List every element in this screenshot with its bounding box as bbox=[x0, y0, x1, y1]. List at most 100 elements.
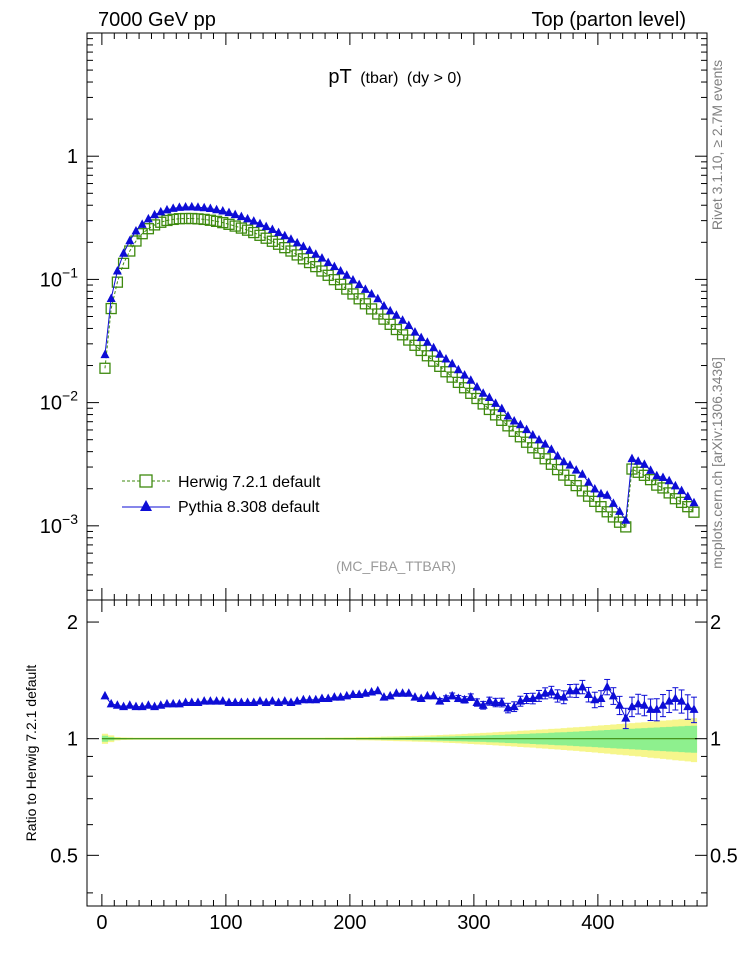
herwig-point bbox=[626, 463, 638, 475]
ratio-point bbox=[298, 694, 308, 704]
x-tick-label: 0 bbox=[96, 912, 107, 934]
herwig-point bbox=[260, 232, 272, 244]
ratio-point bbox=[181, 697, 191, 706]
herwig-point bbox=[303, 256, 316, 269]
herwig-point bbox=[235, 222, 248, 234]
ratio-point bbox=[584, 689, 594, 699]
ratio-point bbox=[565, 685, 575, 695]
ratio-point bbox=[187, 697, 197, 706]
herwig-point bbox=[198, 213, 210, 226]
main-axis-ticks bbox=[87, 32, 707, 600]
ratio-point bbox=[608, 690, 618, 700]
main-y-tick-label: 10−3 bbox=[40, 511, 78, 538]
ratio-point bbox=[348, 689, 358, 699]
pythia-point bbox=[305, 245, 315, 254]
rivet-label: Rivet 3.1.10, ≥ 2.7M events bbox=[709, 60, 725, 230]
ratio-y-tick-label-right: 0.5 bbox=[710, 845, 738, 867]
pythia-point bbox=[236, 211, 246, 221]
pythia-point bbox=[112, 266, 122, 275]
main-series-layer bbox=[99, 201, 700, 533]
pythia-point bbox=[453, 364, 463, 374]
pythia-point bbox=[218, 206, 228, 215]
main-title-var: pT bbox=[328, 66, 351, 88]
pythia-point bbox=[230, 209, 240, 219]
ratio-point bbox=[453, 693, 463, 702]
herwig-point bbox=[248, 226, 260, 239]
header-right: Top (parton level) bbox=[531, 9, 686, 31]
ratio-point bbox=[615, 700, 625, 709]
herwig-point bbox=[669, 493, 682, 505]
mcplots-label: mcplots.cern.ch [arXiv:1306.3436] bbox=[709, 357, 725, 569]
pythia-point bbox=[633, 456, 643, 465]
pythia-point bbox=[106, 293, 116, 302]
main-y-tick-exponent: −2 bbox=[62, 388, 78, 404]
pythia-point bbox=[627, 453, 637, 463]
ratio-point bbox=[236, 697, 246, 706]
ratio-point bbox=[546, 686, 556, 696]
x-tick-label: 200 bbox=[333, 912, 366, 934]
pythia-point bbox=[336, 266, 346, 275]
ratio-y-axis-label: Ratio to Herwig 7.2.1 default bbox=[23, 665, 39, 842]
ratio-point bbox=[670, 693, 680, 702]
ratio-point bbox=[391, 688, 401, 697]
pythia-point bbox=[546, 444, 556, 453]
ratio-y-tick-labels: 0.5 0.5 1 1 2 2 bbox=[50, 612, 738, 867]
herwig-point bbox=[173, 213, 186, 225]
herwig-point bbox=[204, 214, 217, 226]
ratio-point bbox=[280, 696, 290, 705]
main-y-tick-label: 1 bbox=[67, 146, 78, 168]
herwig-point bbox=[186, 212, 198, 225]
ratio-point bbox=[305, 694, 315, 704]
pythia-point bbox=[193, 202, 203, 211]
pythia-point bbox=[559, 456, 569, 466]
pythia-point bbox=[261, 221, 271, 231]
ratio-point bbox=[106, 698, 116, 708]
pythia-point bbox=[466, 375, 476, 384]
pythia-point bbox=[429, 342, 439, 352]
pythia-point bbox=[317, 253, 327, 262]
ratio-point bbox=[658, 700, 668, 709]
ratio-point bbox=[230, 697, 240, 706]
legend-pythia-label: Pythia 8.308 default bbox=[178, 499, 320, 516]
pythia-point bbox=[491, 398, 501, 407]
ratio-point bbox=[639, 700, 649, 709]
pythia-point bbox=[435, 349, 445, 358]
herwig-point bbox=[148, 219, 161, 231]
pythia-point bbox=[503, 411, 513, 420]
ratio-y-tick-label-left: 1 bbox=[67, 729, 78, 751]
ratio-series-layer bbox=[100, 678, 699, 730]
x-tick-label: 100 bbox=[209, 912, 242, 934]
legend-pythia-marker bbox=[140, 500, 152, 511]
pythia-point bbox=[342, 270, 352, 279]
pythia-point bbox=[243, 213, 253, 223]
ratio-point bbox=[441, 693, 451, 702]
ratio-reference-band bbox=[101, 718, 698, 763]
ratio-point bbox=[131, 701, 141, 711]
pythia-point bbox=[354, 279, 364, 289]
main-y-tick-mantissa: 10 bbox=[40, 516, 62, 538]
main-title: pT (tbar) (dy > 0) bbox=[328, 66, 461, 88]
ratio-point bbox=[422, 690, 432, 700]
ratio-y-tick-label-left: 2 bbox=[67, 612, 78, 634]
legend-herwig-label: Herwig 7.2.1 default bbox=[178, 474, 321, 491]
x-tick-labels: 0 100 200 300 400 bbox=[96, 912, 614, 934]
pythia-point bbox=[596, 488, 606, 498]
ratio-point bbox=[404, 688, 414, 697]
ratio-point bbox=[416, 693, 426, 702]
pythia-point bbox=[615, 506, 625, 515]
herwig-point bbox=[210, 215, 223, 227]
pythia-point bbox=[267, 224, 277, 234]
herwig-point bbox=[663, 487, 675, 499]
pythia-point bbox=[391, 310, 401, 319]
pythia-point bbox=[292, 237, 302, 247]
pythia-point bbox=[528, 429, 538, 439]
pythia-point bbox=[150, 209, 160, 219]
pythia-point bbox=[348, 274, 358, 284]
herwig-point bbox=[651, 479, 663, 491]
ratio-point bbox=[577, 681, 587, 691]
pythia-point bbox=[472, 381, 482, 391]
analysis-label: (MC_FBA_TTBAR) bbox=[336, 558, 456, 574]
herwig-point bbox=[254, 229, 266, 241]
ratio-point bbox=[398, 688, 408, 697]
